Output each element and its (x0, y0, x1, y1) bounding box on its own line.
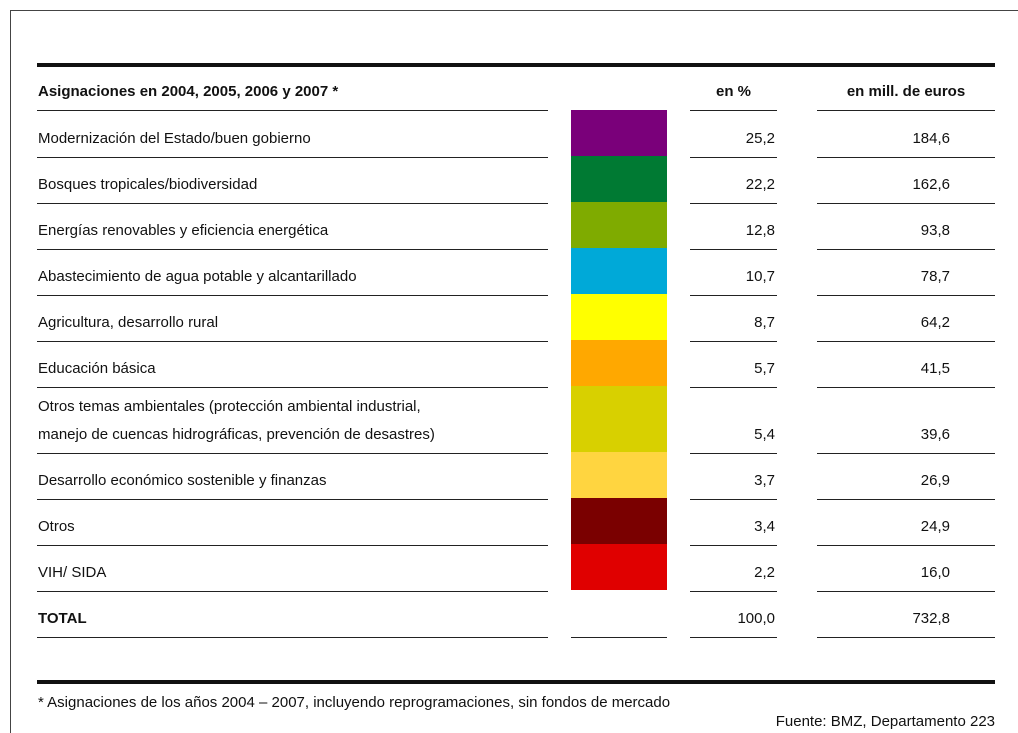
row-percent: 5,4 (754, 426, 775, 443)
color-swatch (571, 156, 667, 202)
color-swatch (571, 498, 667, 544)
color-swatch (571, 294, 667, 340)
source: Fuente: BMZ, Departamento 223 (775, 713, 995, 730)
row-line (690, 341, 777, 342)
row-line (571, 637, 667, 638)
row-percent: 8,7 (754, 314, 775, 331)
row-line (690, 249, 777, 250)
row-line (817, 157, 995, 158)
row-euros: 26,9 (920, 472, 950, 489)
row-line (37, 203, 548, 204)
row-line (37, 545, 548, 546)
row-percent: 10,7 (745, 268, 775, 285)
row-label: Otros temas ambientales (protección ambi… (38, 398, 435, 443)
row-percent: 12,8 (745, 222, 775, 239)
header-line (37, 110, 548, 111)
row-line (817, 591, 995, 592)
row-line (37, 499, 548, 500)
row-label: Abastecimiento de agua potable y alcanta… (38, 268, 357, 285)
color-swatch (571, 544, 667, 590)
row-euros: 24,9 (920, 518, 950, 535)
row-euros: 162,6 (912, 176, 950, 193)
row-euros: 39,6 (920, 426, 950, 443)
row-label: VIH/ SIDA (38, 564, 107, 581)
row-label: Agricultura, desarrollo rural (38, 314, 219, 331)
row-line (37, 341, 548, 342)
row-percent: 3,7 (754, 472, 775, 489)
row-euros: 64,2 (920, 314, 950, 331)
row-label: Otros (38, 518, 75, 535)
row-line (817, 295, 995, 296)
row-line (37, 591, 548, 592)
row-line (817, 545, 995, 546)
row-label: Modernización del Estado/buen gobierno (38, 130, 311, 147)
total-percent: 100,0 (737, 610, 775, 627)
header-label: Asignaciones en 2004, 2005, 2006 y 2007 … (38, 83, 339, 100)
row-line (690, 203, 777, 204)
row-line (37, 637, 548, 638)
row-line (817, 387, 995, 388)
row-line (37, 249, 548, 250)
row-line (37, 453, 548, 454)
row-percent: 2,2 (754, 564, 775, 581)
row-percent: 25,2 (745, 130, 775, 147)
row-percent: 22,2 (745, 176, 775, 193)
row-line (37, 295, 548, 296)
row-line (817, 453, 995, 454)
header-line (690, 110, 777, 111)
color-swatch (571, 110, 667, 156)
row-euros: 78,7 (920, 268, 950, 285)
frame (10, 10, 1018, 733)
header-percent: en % (715, 83, 751, 100)
row-line (690, 295, 777, 296)
color-swatch (571, 386, 667, 452)
row-label: Desarrollo económico sostenible y finanz… (38, 472, 327, 489)
row-line (37, 387, 548, 388)
row-label: Bosques tropicales/biodiversidad (38, 176, 258, 193)
row-line (690, 499, 777, 500)
row-euros: 184,6 (912, 130, 950, 147)
row-label: Educación básica (38, 360, 156, 377)
row-line (690, 387, 777, 388)
row-percent: 5,7 (754, 360, 775, 377)
row-line (817, 341, 995, 342)
row-line (817, 499, 995, 500)
row-euros: 16,0 (920, 564, 950, 581)
bottom-rule (37, 680, 995, 684)
row-line (690, 545, 777, 546)
row-line (37, 157, 548, 158)
row-label: Energías renovables y eficiencia energét… (38, 222, 329, 239)
color-swatch (571, 248, 667, 294)
header-line (817, 110, 995, 111)
row-line (690, 591, 777, 592)
total-label: TOTAL (38, 610, 87, 627)
row-line (817, 203, 995, 204)
row-line (817, 249, 995, 250)
header-euros: en mill. de euros (846, 83, 966, 100)
row-line (690, 157, 777, 158)
color-swatch (571, 202, 667, 248)
total-euros: 732,8 (912, 610, 950, 627)
row-euros: 93,8 (920, 222, 950, 239)
row-line (690, 453, 777, 454)
row-percent: 3,4 (754, 518, 775, 535)
top-rule (37, 63, 995, 67)
color-swatch (571, 452, 667, 498)
row-euros: 41,5 (920, 360, 950, 377)
color-swatch (571, 340, 667, 386)
footnote: * Asignaciones de los años 2004 – 2007, … (38, 694, 671, 711)
row-line (690, 637, 777, 638)
row-line (817, 637, 995, 638)
